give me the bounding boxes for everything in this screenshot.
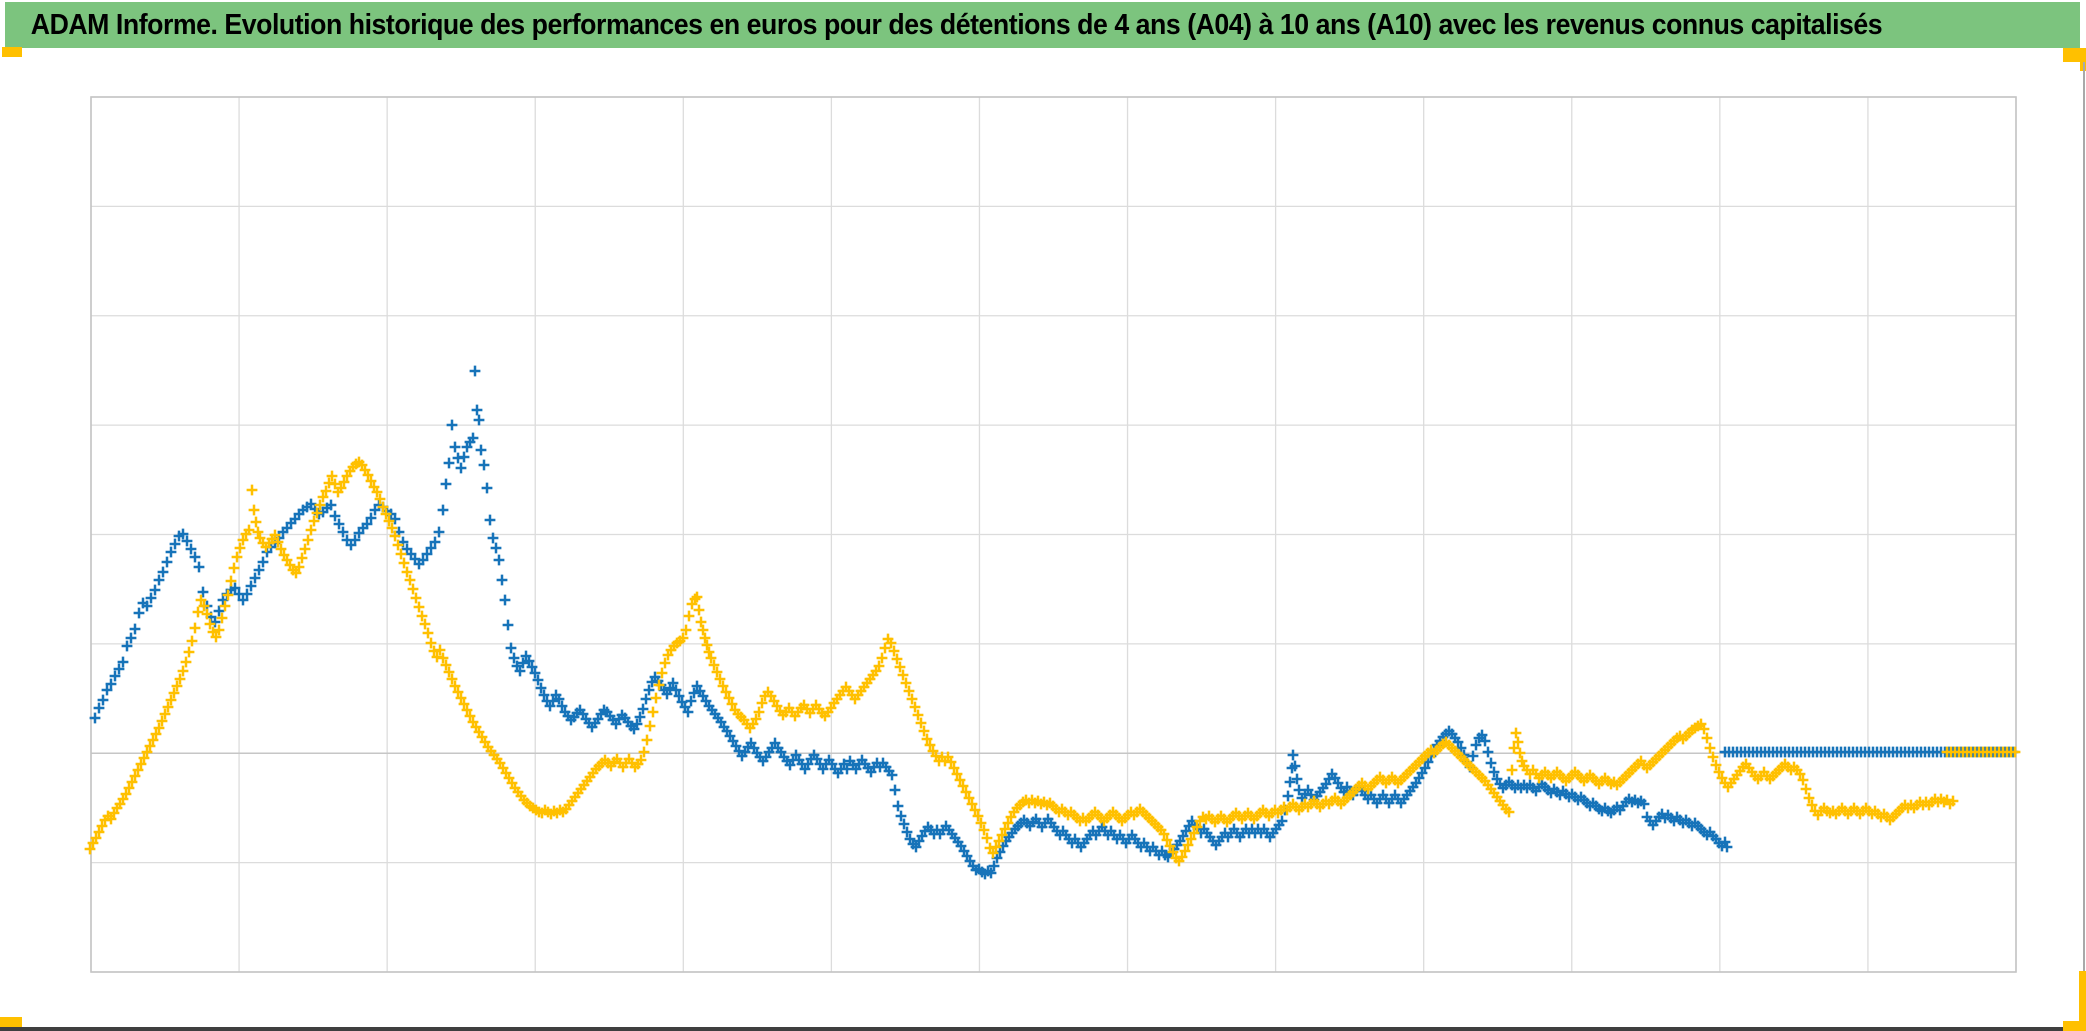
slide-title: ADAM Informe. Evolution historique des p… (30, 8, 1883, 41)
chart-gridlines (90, 96, 2017, 973)
bottom-bar (0, 1027, 2086, 1031)
title-bar: ADAM Informe. Evolution historique des p… (5, 2, 2080, 48)
bracket-vertical (2080, 48, 2086, 71)
bracket-vertical (2079, 971, 2086, 1031)
corner-tab-bottom-left (0, 1017, 22, 1028)
bracket-horizontal (2063, 1021, 2086, 1031)
chart-series-layer (84, 365, 2021, 880)
corner-tab-top-left (2, 47, 22, 57)
slide-right-edge-line (2083, 62, 2085, 1031)
plot-border (90, 96, 2017, 973)
scatter-series_gold (84, 456, 2021, 867)
